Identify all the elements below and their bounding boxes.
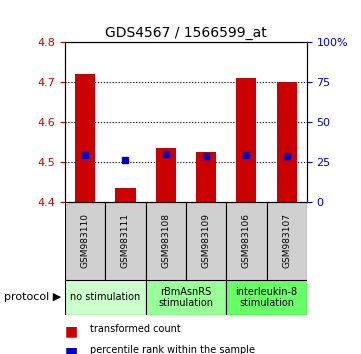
Text: GSM983106: GSM983106	[242, 213, 251, 268]
Bar	[156, 148, 176, 202]
Text: rBmAsnRS
stimulation: rBmAsnRS stimulation	[158, 286, 213, 308]
FancyBboxPatch shape	[186, 202, 226, 280]
Bar	[277, 82, 297, 202]
FancyBboxPatch shape	[226, 280, 307, 315]
Text: ■: ■	[65, 324, 78, 338]
Text: ■: ■	[65, 345, 78, 354]
Text: interleukin-8
stimulation: interleukin-8 stimulation	[235, 286, 297, 308]
Text: transformed count: transformed count	[90, 324, 181, 334]
FancyBboxPatch shape	[145, 202, 186, 280]
Text: percentile rank within the sample: percentile rank within the sample	[90, 345, 255, 354]
FancyBboxPatch shape	[226, 202, 266, 280]
FancyBboxPatch shape	[105, 202, 145, 280]
Bar	[196, 152, 216, 202]
Text: GSM983108: GSM983108	[161, 213, 170, 268]
Bar	[236, 78, 256, 202]
Text: GSM983111: GSM983111	[121, 213, 130, 268]
Text: GSM983109: GSM983109	[201, 213, 210, 268]
FancyBboxPatch shape	[145, 280, 226, 315]
FancyBboxPatch shape	[266, 202, 307, 280]
Text: protocol ▶: protocol ▶	[4, 292, 61, 302]
Bar	[116, 188, 135, 202]
Text: GSM983107: GSM983107	[282, 213, 291, 268]
Text: no stimulation: no stimulation	[70, 292, 140, 302]
FancyBboxPatch shape	[65, 280, 145, 315]
Bar	[75, 74, 95, 202]
Title: GDS4567 / 1566599_at: GDS4567 / 1566599_at	[105, 26, 267, 40]
Text: GSM983110: GSM983110	[81, 213, 90, 268]
FancyBboxPatch shape	[65, 202, 105, 280]
